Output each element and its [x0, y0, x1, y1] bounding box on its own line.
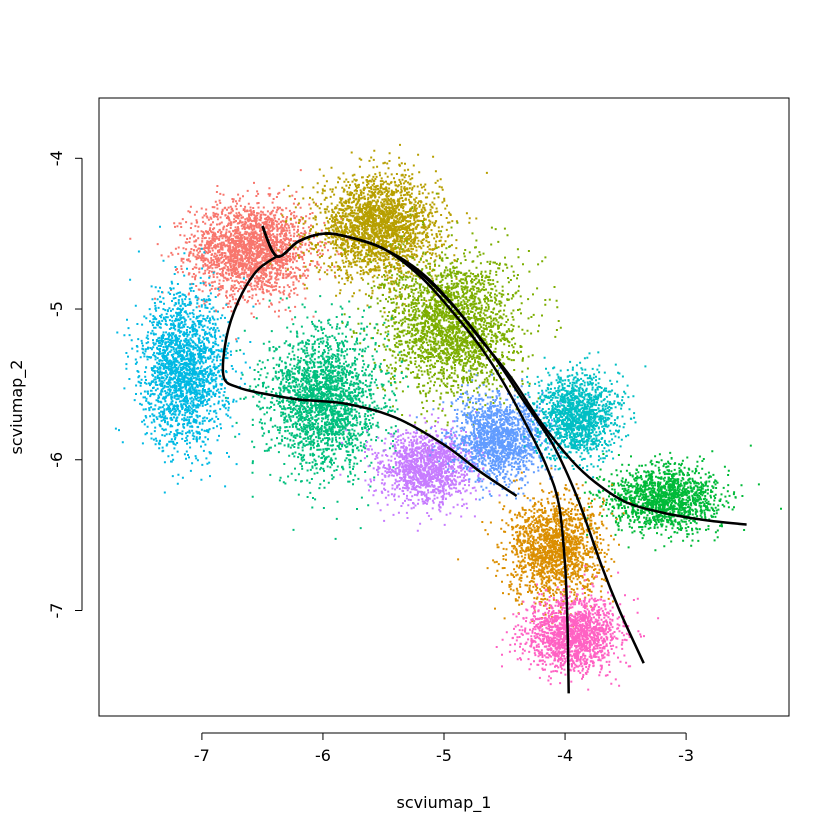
scatter-point-set: [457, 467, 632, 646]
x-axis: -7 -6 -5 -4 -3: [194, 732, 694, 765]
scatter-points: [114, 143, 782, 691]
x-tick-label: -5: [436, 746, 452, 765]
scatter-point-set: [114, 225, 255, 494]
y-tick-label: -5: [47, 301, 66, 317]
cluster-8-points: [516, 351, 647, 492]
y-tick-label: -6: [47, 452, 66, 468]
scatter-point-set: [339, 407, 501, 532]
y-tick-label: -4: [47, 150, 66, 166]
cluster-7-points: [415, 367, 579, 502]
cluster-9-points: [576, 444, 782, 552]
cluster-2-points: [269, 143, 488, 316]
cluster-6-points: [339, 407, 501, 532]
y-axis: -4 -5 -6 -7: [47, 150, 83, 619]
x-tick-label: -3: [678, 746, 694, 765]
x-tick-label: -7: [194, 746, 210, 765]
scatter-point-set: [516, 351, 647, 492]
x-axis-title: scviumap_1: [397, 793, 492, 813]
scatter-point-set: [269, 143, 488, 316]
y-tick-label: -7: [47, 603, 66, 619]
trajectory-curve-3: [261, 225, 645, 664]
scatter-point-set: [576, 444, 782, 552]
x-tick-label: -6: [315, 746, 331, 765]
cluster-4-points: [114, 225, 255, 494]
cluster-10-points: [457, 467, 632, 646]
trajectory-curve-4: [221, 255, 518, 497]
scatter-point-set: [495, 564, 660, 691]
cluster-11-points: [495, 564, 660, 691]
cluster-5-points: [224, 295, 410, 540]
plot-frame: [98, 97, 790, 717]
x-tick-label: -4: [557, 746, 573, 765]
y-axis-title: scviumap_2: [7, 360, 27, 455]
scatter-point-set: [415, 367, 579, 502]
trajectory-curves: [221, 225, 747, 694]
scatter-point-set: [224, 295, 410, 540]
